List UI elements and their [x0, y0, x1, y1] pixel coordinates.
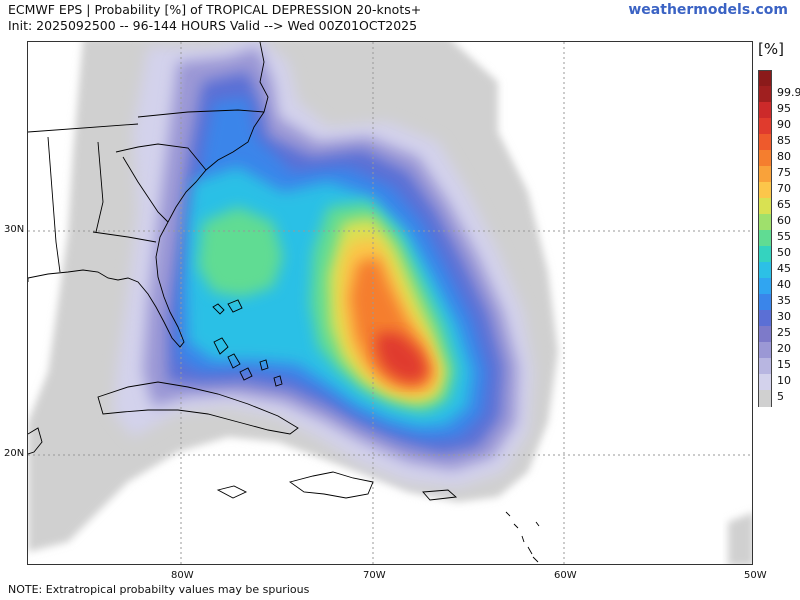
bahamas-islands — [212, 299, 283, 387]
colorbar-tick-80: 80 — [777, 150, 791, 163]
jamaica-coastline — [216, 485, 248, 499]
map-title: ECMWF EPS | Probability [%] of TROPICAL … — [8, 2, 421, 34]
colorbar-tick-85: 85 — [777, 134, 791, 147]
colorbar-seg-70 — [759, 182, 771, 199]
lon-label-70w: 70W — [363, 570, 386, 581]
colorbar-seg-30 — [759, 310, 771, 327]
lon-label-80w: 80W — [171, 570, 194, 581]
prob-55-region-west — [198, 207, 283, 297]
colorbar-tick-30: 30 — [777, 310, 791, 323]
colorbar-seg-80 — [759, 150, 771, 167]
colorbar-tick-75: 75 — [777, 166, 791, 179]
hispaniola-coastline — [288, 471, 374, 499]
graticule — [28, 42, 752, 564]
map-canvas — [28, 42, 752, 564]
brand-link[interactable]: weathermodels.com — [628, 2, 788, 18]
state-border-ga-fl — [92, 231, 157, 243]
colorbar-tick-50: 50 — [777, 246, 791, 259]
probability-map — [27, 41, 753, 565]
state-border-al-ga — [95, 141, 104, 233]
colorbar-tick-40: 40 — [777, 278, 791, 291]
colorbar-seg-35 — [759, 294, 771, 311]
colorbar-seg-85 — [759, 134, 771, 151]
colorbar-unit: [%] — [758, 40, 784, 58]
colorbar-seg-40 — [759, 278, 771, 295]
colorbar-tick-99.9: 99.9 — [777, 86, 800, 99]
colorbar-tick-20: 20 — [777, 342, 791, 355]
colorbar-seg-50 — [759, 246, 771, 263]
lat-label-20n: 20N — [4, 448, 25, 459]
colorbar-seg-90 — [759, 118, 771, 135]
colorbar-seg-15 — [759, 358, 771, 375]
colorbar-tick-95: 95 — [777, 102, 791, 115]
colorbar-tick-55: 55 — [777, 230, 791, 243]
colorbar-tick-25: 25 — [777, 326, 791, 339]
colorbar-seg-60 — [759, 214, 771, 231]
lesser-antilles — [505, 511, 540, 563]
lat-label-30n: 30N — [4, 224, 25, 235]
colorbar-tick-15: 15 — [777, 358, 791, 371]
colorbar-seg-45 — [759, 262, 771, 279]
colorbar-seg-cap — [759, 71, 771, 86]
us-east-coastline — [28, 42, 269, 348]
colorbar-seg-25 — [759, 326, 771, 343]
colorbar-seg-20 — [759, 342, 771, 359]
footer-note: NOTE: Extratropical probabilty values ma… — [8, 583, 310, 596]
colorbar-tick-35: 35 — [777, 294, 791, 307]
colorbar-seg-10 — [759, 374, 771, 391]
colorbar — [758, 70, 772, 407]
colorbar-tick-60: 60 — [777, 214, 791, 227]
prob-5-region-south — [728, 512, 752, 564]
colorbar-seg-5 — [759, 390, 771, 407]
colorbar-seg-99.9 — [759, 86, 771, 103]
colorbar-tick-5: 5 — [777, 390, 784, 403]
colorbar-seg-75 — [759, 166, 771, 183]
state-border-tn — [28, 123, 139, 133]
title-line-1: ECMWF EPS | Probability [%] of TROPICAL … — [8, 2, 422, 17]
colorbar-tick-65: 65 — [777, 198, 791, 211]
state-border-al-ms — [47, 136, 61, 273]
probability-shading — [28, 42, 752, 564]
colorbar-seg-65 — [759, 198, 771, 215]
prob-95-region — [376, 332, 428, 382]
puerto-rico-coastline — [422, 489, 458, 501]
lon-label-60w: 60W — [554, 570, 577, 581]
state-border-va-nc — [137, 109, 265, 118]
state-border-sc-ga — [122, 156, 169, 223]
colorbar-tick-90: 90 — [777, 118, 791, 131]
colorbar-tick-10: 10 — [777, 374, 791, 387]
state-border-nc-sc — [115, 143, 207, 171]
coastlines — [28, 42, 540, 563]
colorbar-tick-70: 70 — [777, 182, 791, 195]
colorbar-seg-55 — [759, 230, 771, 247]
colorbar-tick-45: 45 — [777, 262, 791, 275]
cuba-coastline — [97, 381, 299, 435]
central-america-coastline — [28, 427, 43, 455]
title-line-2: Init: 2025092500 -- 96-144 HOURS Valid -… — [8, 18, 418, 33]
lon-label-50w: 50W — [744, 570, 767, 581]
colorbar-seg-95 — [759, 102, 771, 119]
